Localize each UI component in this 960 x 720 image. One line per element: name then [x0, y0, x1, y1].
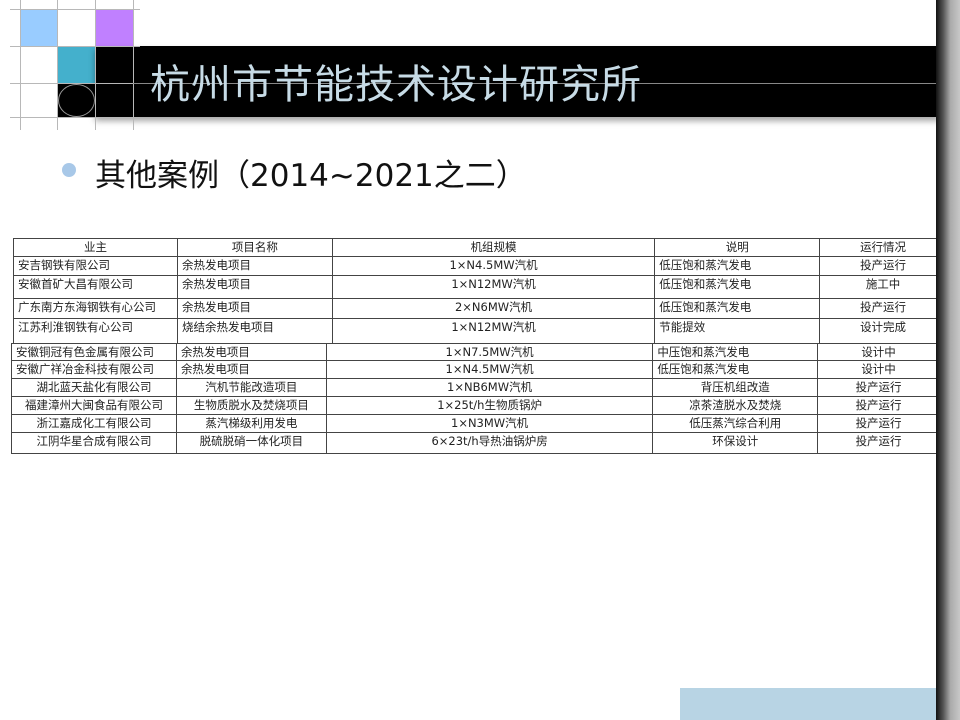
table-cell: 1×N7.5MW汽机: [325, 343, 654, 361]
table-cell: 施工中: [819, 275, 947, 299]
header-status: 运行情况: [819, 238, 947, 257]
table-cell: 设计完成: [819, 318, 947, 344]
square-light-blue: [20, 9, 57, 46]
table-row: 安徽首矿大昌有限公司 余热发电项目 1×N12MW汽机 低压饱和蒸汽发电 施工中: [13, 275, 947, 299]
title-rule: [133, 83, 940, 84]
grid-line: [133, 0, 134, 130]
table-cell: 设计中: [817, 343, 940, 361]
table-cell: 湖北蓝天盐化有限公司: [11, 378, 177, 397]
title-bar: [95, 46, 940, 117]
table-cell: 1×N12MW汽机: [331, 318, 656, 344]
table-cell: 投产运行: [817, 396, 940, 415]
bullet-icon: [62, 163, 76, 177]
table-row: 广东南方东海钢铁有心公司 余热发电项目 2×N6MW汽机 低压饱和蒸汽发电 投产运行: [13, 298, 947, 319]
table-cell: 生物质脱水及焚烧项目: [175, 396, 327, 415]
table-cell: 安徽首矿大昌有限公司: [13, 275, 178, 299]
table-row: 福建漳州大闽食品有限公司 生物质脱水及焚烧项目 1×25t/h生物质锅炉 凉茶渣脱水及…: [11, 396, 940, 415]
table-cell: 投产运行: [817, 414, 940, 433]
table-cell: 1×N3MW汽机: [325, 414, 654, 433]
table-cell: 环保设计: [652, 432, 819, 454]
table-row: 江阴华星合成有限公司 脱硫脱硝一体化项目 6×23t/h导热油锅炉房 环保设计 投产运行: [11, 432, 940, 454]
table-cell: 江阴华星合成有限公司: [11, 432, 177, 454]
table-cell: 余热发电项目: [175, 360, 327, 379]
table-cell: 安吉钢铁有限公司: [13, 256, 178, 276]
table-cell: 投产运行: [819, 298, 947, 319]
table-cell: 设计中: [817, 360, 940, 379]
table-cell: 余热发电项目: [176, 275, 333, 299]
square-purple: [95, 9, 133, 46]
table-cell: 福建漳州大闽食品有限公司: [11, 396, 177, 415]
table-cell: 投产运行: [817, 378, 940, 397]
table-cell: 蒸汽梯级利用发电: [175, 414, 327, 433]
table-cell: 浙江嘉成化工有限公司: [11, 414, 177, 433]
table-cell: 1×25t/h生物质锅炉: [325, 396, 654, 415]
table-cell: 6×23t/h导热油锅炉房: [325, 432, 654, 454]
table-cell: 低压饱和蒸汽发电: [652, 360, 819, 379]
header-description: 说明: [654, 238, 821, 257]
table-cell: 凉茶渣脱水及焚烧: [652, 396, 819, 415]
table-cell: 余热发电项目: [175, 343, 327, 361]
header-project: 项目名称: [176, 238, 333, 257]
slide-edge-shadow: [936, 0, 960, 720]
table-row: 安徽广祥冶金科技有限公司 余热发电项目 1×N4.5MW汽机 低压饱和蒸汽发电 设计中: [11, 360, 940, 379]
table-cell: 烧结余热发电项目: [176, 318, 333, 344]
table-row: 安吉钢铁有限公司 余热发电项目 1×N4.5MW汽机 低压饱和蒸汽发电 投产运行: [13, 256, 947, 276]
table-cell: 低压蒸汽综合利用: [652, 414, 819, 433]
table-row: 江苏利淮钢铁有心公司 烧结余热发电项目 1×N12MW汽机 节能提效 设计完成: [13, 318, 947, 344]
table-cell: 安徽广祥冶金科技有限公司: [11, 360, 177, 379]
table-row: 湖北蓝天盐化有限公司 汽机节能改造项目 1×NB6MW汽机 背压机组改造 投产运行: [11, 378, 940, 397]
grid-line: [10, 83, 140, 84]
cases-table-2: 安徽铜冠有色金属有限公司 余热发电项目 1×N7.5MW汽机 中压饱和蒸汽发电 设计中安…: [11, 343, 940, 454]
grid-line: [10, 46, 140, 47]
table-cell: 节能提效: [654, 318, 821, 344]
header-scale: 机组规模: [331, 238, 656, 257]
table-cell: 江苏利淮钢铁有心公司: [13, 318, 178, 344]
table-cell: 脱硫脱硝一体化项目: [175, 432, 327, 454]
table-cell: 投产运行: [817, 432, 940, 454]
footer-bar: [680, 688, 936, 720]
grid-line: [10, 9, 140, 10]
table-cell: 2×N6MW汽机: [331, 298, 656, 319]
table-cell: 中压饱和蒸汽发电: [652, 343, 819, 361]
table-cell: 低压饱和蒸汽发电: [654, 275, 821, 299]
table-cell: 安徽铜冠有色金属有限公司: [11, 343, 177, 361]
circle-decor: [58, 84, 95, 117]
table-cell: 低压饱和蒸汽发电: [654, 256, 821, 276]
table-cell: 1×N4.5MW汽机: [325, 360, 654, 379]
table-cell: 1×N12MW汽机: [331, 275, 656, 299]
table-header-row: 业主 项目名称 机组规模 说明 运行情况: [13, 238, 947, 257]
table-cell: 广东南方东海钢铁有心公司: [13, 298, 178, 319]
table-cell: 汽机节能改造项目: [175, 378, 327, 397]
slide-subtitle: 其他案例（2014~2021之二）: [95, 158, 527, 194]
square-teal: [57, 46, 95, 83]
table-cell: 投产运行: [819, 256, 947, 276]
grid-line: [20, 0, 21, 130]
header-owner: 业主: [13, 238, 178, 257]
grid-line: [95, 0, 96, 130]
slide-title: 杭州市节能技术设计研究所: [150, 62, 642, 108]
table-cell: 余热发电项目: [176, 298, 333, 319]
table-cell: 余热发电项目: [176, 256, 333, 276]
grid-line: [10, 117, 140, 118]
table-cell: 背压机组改造: [652, 378, 819, 397]
table-row: 浙江嘉成化工有限公司 蒸汽梯级利用发电 1×N3MW汽机 低压蒸汽综合利用 投产运行: [11, 414, 940, 433]
table-cell: 1×N4.5MW汽机: [331, 256, 656, 276]
cases-table-1: 业主 项目名称 机组规模 说明 运行情况 安吉钢铁有限公司 余热发电项目 1×N4.…: [13, 238, 947, 344]
table-cell: 1×NB6MW汽机: [325, 378, 654, 397]
table-row: 安徽铜冠有色金属有限公司 余热发电项目 1×N7.5MW汽机 中压饱和蒸汽发电 设计中: [11, 343, 940, 361]
grid-line: [57, 0, 58, 130]
table-cell: 低压饱和蒸汽发电: [654, 298, 821, 319]
